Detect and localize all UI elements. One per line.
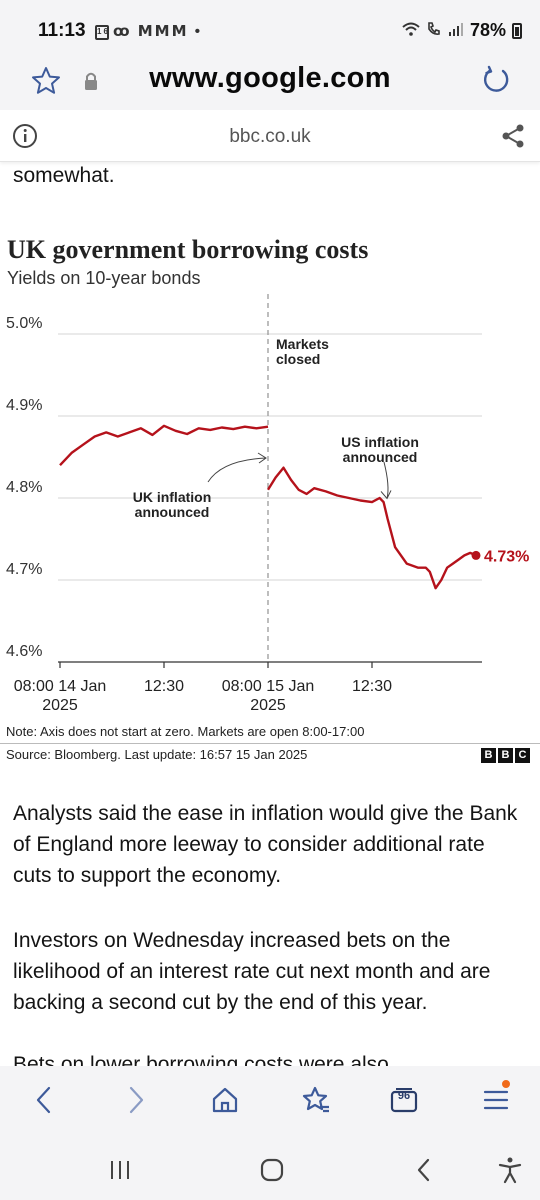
chart-note: Note: Axis does not start at zero. Marke… — [6, 724, 365, 739]
star-icon — [32, 67, 60, 94]
annotation-uk-inflation: announced — [135, 504, 210, 520]
browser-toolbar: 96 — [0, 1066, 540, 1134]
bbc-logo-block: B — [481, 748, 496, 763]
back-nav-icon — [417, 1158, 430, 1182]
domain-text: bbc.co.uk — [229, 126, 311, 147]
accessibility-icon — [498, 1157, 522, 1184]
x-tick-label: 12:30 — [352, 678, 392, 695]
home-button[interactable] — [205, 1080, 245, 1120]
article-paragraph: Bets on lower borrowing costs were also — [13, 1053, 389, 1067]
system-nav-bar — [0, 1134, 540, 1200]
notification-dot — [502, 1080, 510, 1088]
info-icon — [13, 124, 37, 148]
calendar-icon: 16 — [95, 24, 109, 40]
url-text[interactable]: www.google.com — [149, 62, 391, 94]
notification-glyphs: ꝏ ⅯⅯⅯ • — [113, 23, 202, 40]
series-line-1 — [266, 466, 477, 590]
recent-apps-icon — [111, 1161, 129, 1179]
annotation-uk-inflation: UK inflation — [133, 489, 212, 505]
tabs-count: 96 — [397, 1090, 411, 1102]
reload-icon — [483, 65, 509, 92]
bookmarks-icon — [302, 1086, 329, 1113]
battery-percent: 78% — [469, 20, 506, 40]
last-value-label: 4.73% — [484, 548, 529, 565]
x-tick-label: 2025 — [250, 697, 286, 714]
forward-button[interactable] — [116, 1080, 156, 1120]
chart-divider — [0, 743, 540, 744]
status-right: 78% — [402, 20, 522, 41]
x-tick-label: 08:00 14 Jan — [14, 678, 107, 695]
uk-inflation-arrow — [207, 457, 267, 483]
recent-apps-button[interactable] — [102, 1152, 138, 1188]
bookmark-star-button[interactable] — [30, 65, 62, 97]
bbc-logo-block: C — [515, 748, 530, 763]
article-paragraph: Analysts said the ease in inflation woul… — [13, 802, 518, 887]
annotation-us-inflation: announced — [343, 449, 418, 465]
bbc-logo-block: B — [498, 748, 513, 763]
site-info-bar: bbc.co.uk — [0, 110, 540, 162]
back-nav-button[interactable] — [406, 1152, 442, 1188]
wifi-icon — [402, 22, 420, 39]
y-tick-label: 5.0% — [6, 315, 42, 332]
chart-subtitle: Yields on 10-year bonds — [7, 268, 201, 288]
bbc-logo: B B C — [481, 748, 530, 763]
tabs-icon — [390, 1088, 418, 1113]
y-tick-label: 4.8% — [6, 479, 42, 496]
x-tick-label: 12:30 — [144, 678, 184, 695]
signal-icon — [448, 22, 464, 39]
battery-icon — [512, 22, 522, 39]
tabs-button[interactable]: 96 — [384, 1080, 424, 1120]
chart-title: UK government borrowing costs — [7, 235, 369, 264]
y-tick-label: 4.6% — [6, 643, 42, 660]
uk-inflation-arrowhead — [257, 452, 267, 464]
x-tick-label: 2025 — [42, 697, 78, 714]
x-tick-label: 08:00 15 Jan — [222, 678, 315, 695]
article-paragraph: Investors on Wednesday increased bets on… — [13, 929, 491, 1014]
annotation-us-inflation: US inflation — [341, 434, 419, 450]
url-bar: www.google.com — [0, 58, 540, 110]
y-tick-label: 4.9% — [6, 397, 42, 414]
chevron-right-icon — [129, 1086, 144, 1114]
chevron-left-icon — [36, 1086, 51, 1114]
share-button[interactable] — [500, 123, 526, 149]
accessibility-button[interactable] — [492, 1152, 528, 1188]
annotation-markets-closed: Markets — [276, 336, 329, 352]
home-nav-button[interactable] — [254, 1152, 290, 1188]
chart-source: Source: Bloomberg. Last update: 16:57 15… — [6, 747, 308, 762]
bookmarks-button[interactable] — [296, 1080, 336, 1120]
home-icon — [212, 1087, 238, 1113]
status-time: 11:13 — [38, 20, 86, 41]
series-line-0 — [59, 424, 269, 467]
y-tick-label: 4.7% — [6, 561, 42, 578]
back-button[interactable] — [24, 1080, 64, 1120]
menu-button[interactable] — [476, 1080, 516, 1120]
home-nav-icon — [260, 1158, 284, 1182]
reload-button[interactable] — [480, 64, 512, 96]
share-icon — [502, 124, 524, 148]
article-paragraph: somewhat. — [13, 164, 115, 187]
call-icon — [426, 21, 442, 40]
last-value-point — [471, 550, 481, 560]
lock-icon — [82, 70, 100, 92]
borrowing-costs-chart: 4.6% 4.7% 4.8% 4.9% 5.0% 08:00 14 Jan 2025 12:3… — [6, 294, 529, 714]
us-inflation-arrowhead — [380, 490, 392, 500]
us-inflation-arrow — [383, 461, 389, 499]
info-button[interactable] — [12, 123, 38, 149]
menu-icon — [483, 1090, 509, 1110]
status-bar: 11:13 16 ꝏ ⅯⅯⅯ • 78% — [0, 0, 540, 58]
annotation-markets-closed: closed — [276, 351, 320, 367]
notification-icons: 16 ꝏ ⅯⅯⅯ • — [95, 22, 202, 40]
